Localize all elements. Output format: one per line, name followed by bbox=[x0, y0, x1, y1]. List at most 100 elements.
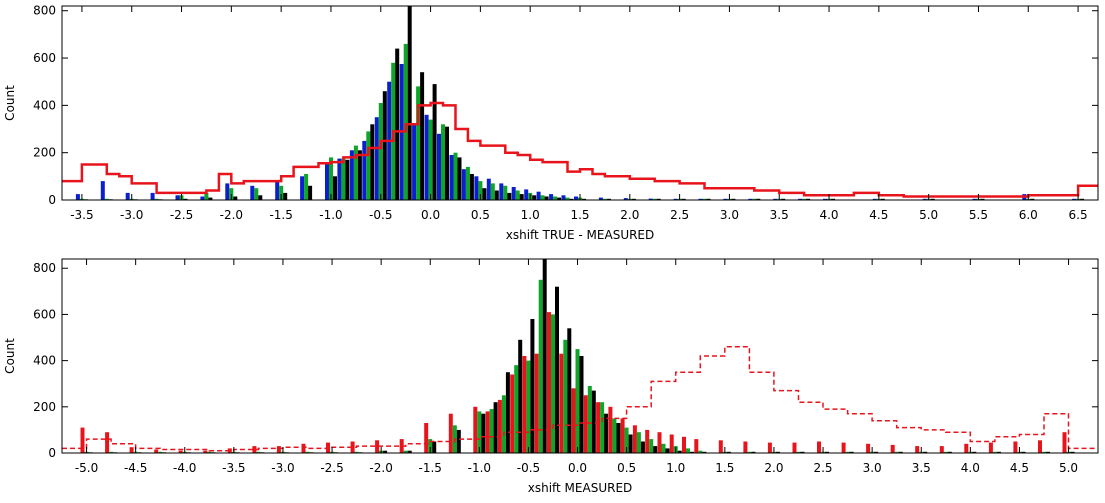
bar-series0-bin21 bbox=[461, 169, 466, 200]
bar-series1-bin5 bbox=[204, 192, 209, 200]
bar-series2-bin49 bbox=[1070, 451, 1075, 453]
x-tick-label: 2.0 bbox=[764, 461, 783, 475]
bar-series1-bin27 bbox=[612, 418, 617, 453]
x-tick-label: 3.5 bbox=[912, 461, 931, 475]
bar-series0-bin39 bbox=[798, 198, 803, 200]
bar-series2-bin40 bbox=[831, 198, 835, 200]
bar-series2-bin31 bbox=[665, 448, 670, 453]
step-outline-0 bbox=[62, 101, 1098, 198]
x-tick-label: 0.5 bbox=[617, 461, 636, 475]
bar-series1-bin36 bbox=[747, 451, 752, 453]
bar-series0-bin4 bbox=[178, 450, 183, 453]
bar-series1-bin7 bbox=[254, 188, 259, 200]
bar-series2-bin20 bbox=[457, 157, 462, 200]
bar-series2-bin33 bbox=[656, 198, 661, 200]
bar-series2-bin21 bbox=[542, 259, 547, 453]
bar-series0-bin31 bbox=[598, 197, 603, 200]
bar-series1-bin17 bbox=[489, 409, 494, 453]
bar-series0-bin36 bbox=[723, 198, 728, 200]
bar-series0-bin25 bbox=[511, 187, 516, 200]
x-tick-label: -3.0 bbox=[271, 461, 294, 475]
x-tick-label: -0.5 bbox=[517, 461, 540, 475]
bar-series0-bin2 bbox=[129, 447, 134, 453]
bar-series1-bin11 bbox=[341, 158, 346, 200]
bar-series1-bin33 bbox=[652, 198, 657, 200]
bar-series2-bin43 bbox=[923, 451, 928, 453]
x-tick-label: 0.0 bbox=[568, 461, 587, 475]
bar-series2-bin29 bbox=[640, 441, 645, 453]
x-tick-label: -2.5 bbox=[320, 461, 343, 475]
bar-series1-bin16 bbox=[477, 411, 482, 453]
bar-series2-bin12 bbox=[383, 450, 388, 453]
bar-series2-bin17 bbox=[493, 402, 498, 453]
bar-series1-bin22 bbox=[478, 181, 483, 200]
bar-series0-bin38 bbox=[773, 198, 778, 200]
bar-series0-bin3 bbox=[150, 192, 155, 200]
x-tick-label: -4.0 bbox=[173, 461, 196, 475]
bar-series0-bin17 bbox=[412, 123, 417, 200]
x-tick-label: -1.5 bbox=[419, 461, 442, 475]
bar-series2-bin32 bbox=[677, 450, 682, 453]
bar-series1-bin44 bbox=[943, 451, 948, 453]
bar-series1-bin31 bbox=[661, 443, 666, 453]
bar-series0-bin2 bbox=[125, 192, 130, 200]
bar-series1-bin26 bbox=[600, 402, 605, 453]
bar-series0-bin28 bbox=[549, 194, 554, 200]
bottom-histogram-panel: -5.0 -4.5 -4.0 -3.5 -3.0 -2.5 -2.0 -1.5 -1.0 -0.5… bbox=[3, 258, 1099, 495]
bar-series2-bin28 bbox=[628, 434, 633, 453]
bar-series0-bin40 bbox=[841, 442, 846, 453]
bar-series0-bin35 bbox=[718, 440, 723, 453]
x-tick-label: 0.0 bbox=[421, 208, 440, 222]
x-tick-label: -0.5 bbox=[369, 208, 392, 222]
bar-series1-bin7 bbox=[256, 451, 261, 453]
bar-series2-bin29 bbox=[569, 198, 574, 200]
bar-series2-bin39 bbox=[825, 451, 829, 453]
bar-series0-bin15 bbox=[448, 413, 453, 453]
bar-series1-bin40 bbox=[845, 451, 850, 453]
bar-series2-bin22 bbox=[482, 188, 487, 200]
bar-series2-bin38 bbox=[800, 451, 805, 453]
bar-series2-bin45 bbox=[1080, 198, 1085, 200]
bar-series0-bin27 bbox=[536, 191, 541, 200]
bar-series2-bin6 bbox=[233, 196, 238, 200]
bar-series0-bin9 bbox=[301, 443, 306, 453]
bar-series2-bin24 bbox=[579, 356, 584, 453]
bar-series2-bin13 bbox=[407, 450, 412, 453]
bar-series2-bin10 bbox=[333, 176, 337, 200]
bar-series0-bin30 bbox=[574, 196, 578, 200]
bar-series2-bin18 bbox=[432, 84, 437, 200]
bar-series1-bin38 bbox=[796, 451, 801, 453]
x-tick-label: -2.5 bbox=[170, 208, 193, 222]
x-tick-label: -2.0 bbox=[220, 208, 243, 222]
bar-series0-bin19 bbox=[437, 133, 441, 200]
bar-series2-bin27 bbox=[616, 423, 621, 453]
bar-series0-bin16 bbox=[473, 406, 478, 453]
y-tick-label: 400 bbox=[33, 98, 56, 112]
x-tick-label: -3.5 bbox=[70, 208, 93, 222]
bar-series0-bin8 bbox=[276, 446, 281, 453]
bar-series0-bin5 bbox=[200, 196, 205, 200]
bar-series2-bin19 bbox=[518, 339, 523, 453]
bar-series2-bin24 bbox=[507, 192, 512, 200]
bar-series2-bin41 bbox=[880, 198, 885, 200]
bar-series0-bin46 bbox=[988, 442, 993, 453]
x-tick-label: -5.0 bbox=[75, 461, 98, 475]
x-tick-label: 2.5 bbox=[813, 461, 832, 475]
bar-series0-bin8 bbox=[275, 181, 280, 200]
bar-series0-bin17 bbox=[485, 411, 490, 453]
bar-series0-bin26 bbox=[524, 189, 529, 200]
bar-series1-bin37 bbox=[752, 198, 757, 200]
x-axis-title: xshift TRUE - MEASURED bbox=[506, 228, 655, 242]
bar-series0-bin27 bbox=[608, 406, 613, 453]
x-tick-label: -3.5 bbox=[222, 461, 245, 475]
bar-series0-bin45 bbox=[1072, 198, 1077, 200]
bar-series1-bin25 bbox=[515, 190, 520, 200]
bar-series1-bin20 bbox=[453, 152, 458, 200]
x-tick-label: 1.5 bbox=[570, 208, 589, 222]
y-tick-label: 600 bbox=[33, 51, 56, 65]
bar-series0-bin35 bbox=[698, 198, 703, 200]
bar-series2-bin14 bbox=[432, 441, 437, 453]
bar-series0-bin10 bbox=[325, 164, 329, 200]
bar-series1-bin21 bbox=[538, 279, 543, 453]
